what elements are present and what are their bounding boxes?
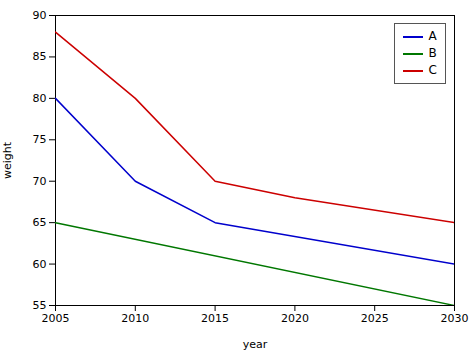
html-text:B: B	[428, 46, 437, 60]
svg-text:85: 85	[33, 50, 47, 63]
svg-text:90: 90	[33, 9, 47, 22]
svg-text:2005: 2005	[42, 312, 70, 325]
svg-text:year: year	[243, 338, 268, 351]
svg-text:weight: weight	[1, 141, 14, 179]
svg-text:2015: 2015	[201, 312, 229, 325]
svg-text:2010: 2010	[121, 312, 149, 325]
svg-text:80: 80	[33, 92, 47, 105]
svg-text:2025: 2025	[361, 312, 389, 325]
svg-text:2020: 2020	[281, 312, 309, 325]
svg-text:60: 60	[33, 258, 47, 271]
svg-text:75: 75	[33, 133, 47, 146]
html-text:C: C	[428, 63, 437, 77]
svg-text:70: 70	[33, 175, 47, 188]
svg-text:2030: 2030	[441, 312, 469, 325]
html-text:A: A	[428, 29, 437, 43]
svg-text:65: 65	[33, 216, 47, 229]
svg-text:55: 55	[33, 299, 47, 312]
